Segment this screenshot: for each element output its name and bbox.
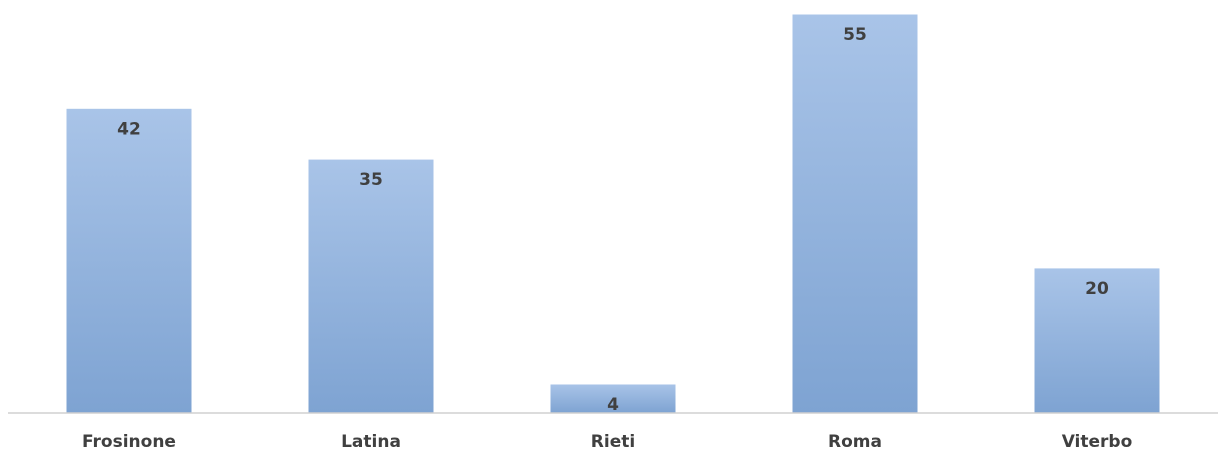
data-label-frosinone: 42 [117, 119, 141, 139]
bar-frosinone [65, 107, 193, 414]
category-label-viterbo: Viterbo [1062, 432, 1133, 452]
data-label-roma: 55 [843, 25, 867, 45]
data-label-latina: 35 [359, 170, 383, 190]
category-label-roma: Roma [828, 432, 882, 452]
bar-rieti [549, 383, 677, 414]
data-label-viterbo: 20 [1085, 279, 1109, 299]
data-label-rieti: 4 [607, 395, 619, 415]
bar-roma [791, 13, 919, 414]
bars-group [65, 13, 1161, 414]
category-label-rieti: Rieti [591, 432, 635, 452]
data-labels-group: 42 35 4 55 20 [117, 25, 1109, 415]
bar-latina [307, 158, 435, 414]
category-label-frosinone: Frosinone [82, 432, 176, 452]
category-labels-group: Frosinone Latina Rieti Roma Viterbo [82, 432, 1132, 452]
bar-viterbo [1033, 267, 1161, 414]
category-label-latina: Latina [341, 432, 401, 452]
